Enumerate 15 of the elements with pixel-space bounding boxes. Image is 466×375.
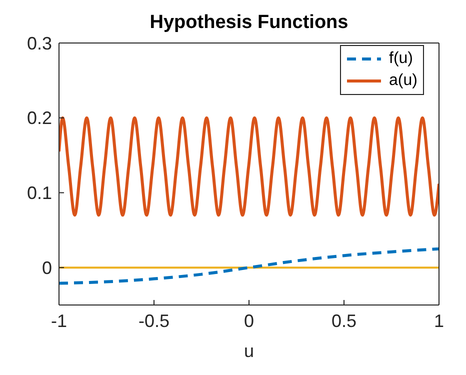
chart-title: Hypothesis Functions xyxy=(148,12,350,34)
legend-label: a(u) xyxy=(389,71,418,91)
legend-label: f(u) xyxy=(389,49,413,69)
y-tick-label: 0.2 xyxy=(26,108,52,128)
y-tick-label: 0.1 xyxy=(26,183,52,204)
x-tick-label: -1 xyxy=(50,310,68,331)
y-tick-label: 0.3 xyxy=(26,33,52,54)
line-series xyxy=(59,116,439,217)
x-tick-label: 0.5 xyxy=(331,310,357,331)
line-series xyxy=(59,247,439,285)
x-tick-label: -0.5 xyxy=(138,310,170,331)
y-tick-label: 0 xyxy=(42,258,52,278)
x-tick-label: 0 xyxy=(244,310,254,331)
x-axis-title: u xyxy=(244,341,254,361)
x-tick-label: 1 xyxy=(434,310,444,331)
